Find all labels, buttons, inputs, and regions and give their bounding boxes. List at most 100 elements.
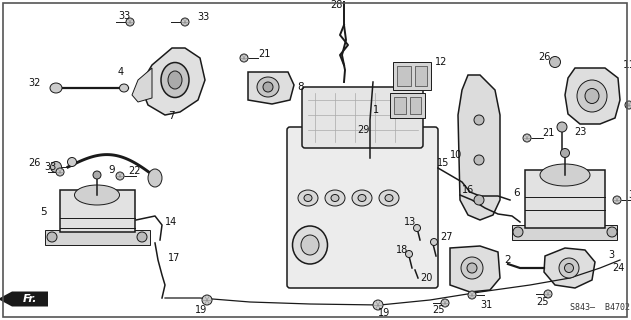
Text: 26: 26 [538, 52, 550, 62]
Text: 21: 21 [258, 49, 270, 59]
Ellipse shape [74, 185, 119, 205]
Circle shape [240, 54, 248, 62]
Circle shape [202, 295, 212, 305]
Text: 19: 19 [195, 305, 207, 315]
Text: 24: 24 [612, 263, 625, 273]
Circle shape [137, 232, 147, 242]
Text: 26: 26 [28, 158, 40, 168]
Ellipse shape [298, 190, 318, 206]
FancyArrow shape [0, 292, 48, 307]
Ellipse shape [263, 82, 273, 92]
Bar [45, 230, 150, 245]
Text: 14: 14 [165, 217, 177, 227]
Text: 8: 8 [297, 82, 304, 92]
Text: 4: 4 [118, 67, 124, 77]
Text: 6: 6 [513, 188, 519, 198]
Text: 33: 33 [628, 190, 631, 200]
Text: 3: 3 [608, 250, 614, 260]
Bar [512, 225, 617, 240]
Text: 32: 32 [28, 78, 40, 88]
Ellipse shape [565, 263, 574, 273]
Ellipse shape [93, 171, 101, 179]
Ellipse shape [406, 251, 413, 258]
Text: 17: 17 [168, 253, 180, 263]
Polygon shape [248, 72, 294, 104]
Text: 18: 18 [396, 245, 408, 255]
Text: 2: 2 [504, 255, 510, 265]
Polygon shape [565, 68, 620, 124]
Text: 29: 29 [357, 125, 369, 135]
Polygon shape [458, 75, 500, 220]
Circle shape [513, 227, 523, 237]
Ellipse shape [385, 195, 393, 202]
Ellipse shape [467, 263, 477, 273]
Polygon shape [450, 246, 500, 292]
Bar [394, 97, 406, 114]
Ellipse shape [550, 57, 560, 68]
Text: 25: 25 [432, 305, 444, 315]
Text: 20: 20 [420, 273, 432, 283]
Bar [393, 62, 431, 90]
Ellipse shape [585, 89, 599, 103]
Ellipse shape [379, 190, 399, 206]
Circle shape [607, 227, 617, 237]
Circle shape [544, 290, 552, 298]
Circle shape [126, 18, 134, 26]
Ellipse shape [148, 169, 162, 187]
Ellipse shape [461, 257, 483, 279]
Text: 12: 12 [435, 57, 447, 67]
Text: 28: 28 [330, 0, 343, 10]
Text: 33: 33 [197, 12, 209, 22]
Text: 19: 19 [378, 308, 390, 318]
Circle shape [373, 300, 383, 310]
Text: 10: 10 [450, 150, 463, 160]
Circle shape [474, 115, 484, 125]
Text: 22: 22 [128, 166, 141, 176]
Circle shape [116, 172, 124, 180]
Text: 5: 5 [40, 207, 47, 217]
Bar [410, 97, 421, 114]
Circle shape [468, 291, 476, 299]
Text: 21: 21 [542, 128, 555, 138]
Ellipse shape [50, 83, 62, 93]
Ellipse shape [413, 225, 420, 231]
Ellipse shape [331, 195, 339, 202]
Circle shape [441, 299, 449, 307]
FancyBboxPatch shape [287, 127, 438, 288]
Ellipse shape [430, 238, 437, 245]
Text: 11: 11 [623, 60, 631, 70]
Ellipse shape [304, 195, 312, 202]
Bar [60, 190, 135, 232]
Ellipse shape [358, 195, 366, 202]
Circle shape [523, 134, 531, 142]
Polygon shape [132, 68, 152, 102]
Circle shape [474, 155, 484, 165]
Text: 27: 27 [440, 232, 452, 242]
Ellipse shape [301, 235, 319, 255]
Ellipse shape [352, 190, 372, 206]
Ellipse shape [557, 122, 567, 132]
Polygon shape [140, 48, 205, 115]
Ellipse shape [257, 77, 279, 97]
Text: 25: 25 [536, 297, 548, 307]
Ellipse shape [577, 80, 607, 112]
Circle shape [625, 101, 631, 109]
Text: 33: 33 [118, 11, 130, 21]
Text: 16: 16 [462, 185, 475, 195]
Circle shape [474, 195, 484, 205]
Ellipse shape [540, 164, 590, 186]
Text: 23: 23 [574, 127, 586, 137]
Circle shape [56, 168, 64, 176]
Circle shape [47, 232, 57, 242]
Ellipse shape [119, 84, 129, 92]
Bar [390, 93, 425, 118]
Text: 1: 1 [373, 105, 379, 115]
Ellipse shape [559, 258, 579, 278]
Ellipse shape [325, 190, 345, 206]
Text: S843–  B4702 B: S843– B4702 B [570, 303, 631, 313]
Circle shape [613, 196, 621, 204]
Text: 33: 33 [44, 162, 56, 172]
Text: 31: 31 [480, 300, 492, 310]
Bar [397, 66, 411, 86]
Text: 9: 9 [108, 165, 115, 175]
